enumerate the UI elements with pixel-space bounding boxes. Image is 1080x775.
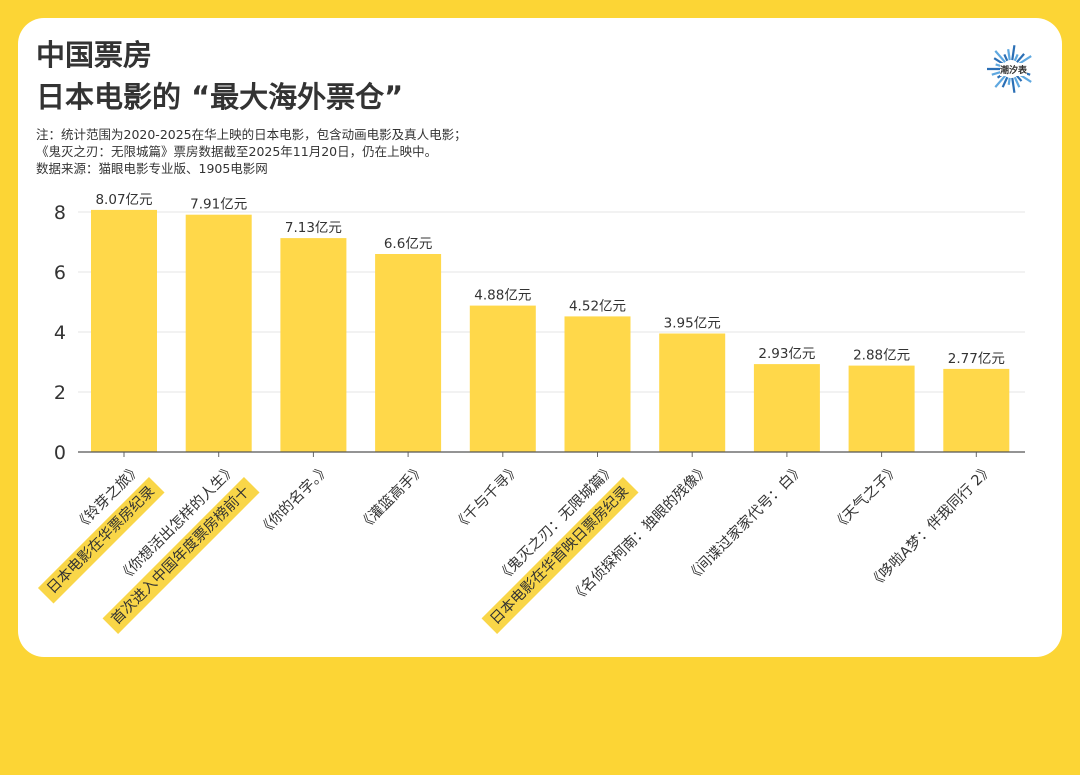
bar (943, 368, 1010, 452)
bar (659, 333, 726, 452)
bar (91, 209, 157, 452)
y-tick-label: 8 (54, 202, 66, 224)
bar-chart: 0 2 4 6 8 8.07亿元 7.91亿元 7.13亿元 6.6亿元 4.88亿元 4.52亿元… (54, 192, 1025, 464)
logo-ray (1017, 55, 1032, 66)
title-line-1: 中国票房 (36, 38, 153, 72)
y-tick-label: 4 (54, 322, 66, 344)
bar (469, 305, 536, 452)
bar (753, 364, 820, 452)
logo-ray (1003, 53, 1009, 62)
bar (185, 214, 252, 452)
brand-logo: 潮汐表 (986, 44, 1036, 94)
title-line-2: 日本电影的 “最大海外票仓” (36, 80, 404, 114)
logo-ray (1001, 76, 1009, 88)
logo-ray (1007, 49, 1011, 61)
data-label: 2.88亿元 (853, 348, 910, 364)
y-tick-label: 2 (54, 382, 66, 404)
data-label: 2.77亿元 (948, 351, 1005, 367)
logo-text: 潮汐表 (1000, 63, 1028, 76)
logo-ray (1011, 77, 1016, 93)
data-label: 7.13亿元 (285, 220, 342, 236)
note-line-1: 注：统计范围为2020-2025在华上映的日本电影，包含动画电影及真人电影； (36, 127, 467, 142)
y-tick-label: 6 (54, 262, 66, 284)
note-line-2: 《鬼灭之刃：无限城篇》票房数据截至2025年11月20日，仍在上映中。 (36, 144, 438, 159)
bar (375, 254, 442, 452)
data-label: 4.52亿元 (569, 298, 626, 314)
data-label: 3.95亿元 (664, 316, 721, 332)
data-label: 2.93亿元 (758, 346, 815, 362)
bar (564, 316, 631, 452)
page-title: 中国票房 日本电影的 “最大海外票仓” (36, 34, 403, 118)
logo-ray (1013, 53, 1019, 62)
logo-ray (994, 75, 1006, 88)
logo-ray (1013, 76, 1021, 88)
logo-ray (994, 50, 1006, 63)
data-label: 8.07亿元 (95, 192, 152, 208)
data-source: 数据来源：猫眼电影专业版、1905电影网 (36, 161, 268, 176)
logo-ray (1016, 75, 1023, 82)
data-label: 4.88亿元 (474, 288, 531, 304)
logo-ray (1007, 77, 1011, 85)
bar (280, 238, 347, 452)
logo-ray (1016, 53, 1025, 63)
data-label: 7.91亿元 (190, 197, 247, 213)
y-tick-label: 0 (54, 442, 66, 464)
data-label: 6.6亿元 (384, 236, 432, 252)
bar (848, 365, 915, 452)
logo-ray (1011, 45, 1016, 61)
notes: 注：统计范围为2020-2025在华上映的日本电影，包含动画电影及真人电影； 《… (36, 126, 467, 177)
